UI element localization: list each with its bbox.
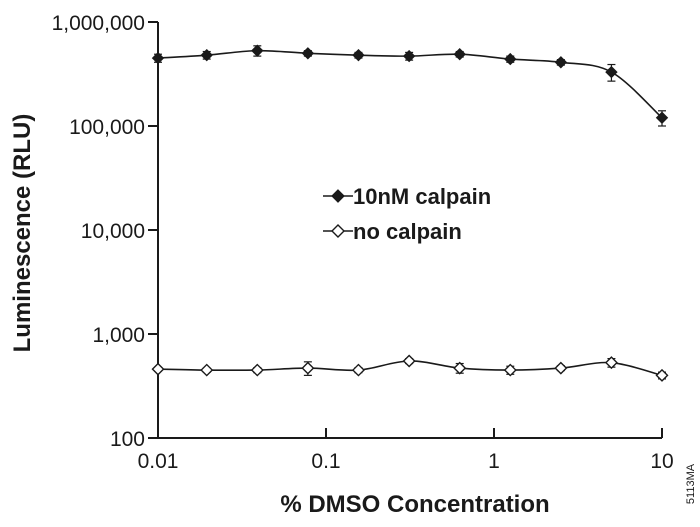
legend: 10nM calpain no calpain [323,184,491,244]
series-0-point-1 [200,48,213,62]
series-0-point-8 [554,56,568,69]
x-tick-label-3: 10 [650,450,673,473]
y-tick-label-3: 100,000 [69,116,145,139]
series-1-point-0 [151,362,165,376]
y-ticks: 100 1,000 10,000 100,000 1,000,000 [52,12,158,451]
series-1-point-9 [604,356,618,370]
series-0-point-10 [655,111,669,124]
series-0-point-5 [402,49,416,63]
legend-item-10nm-calpain: 10nM calpain [323,184,491,209]
series-0-point-9 [605,65,618,79]
series-0-point-3 [301,47,315,60]
series-1 [151,354,669,382]
series-1-point-1 [200,363,214,377]
series-1-point-10 [655,368,669,382]
y-axis-title: Luminescence (RLU) [9,114,36,353]
figure-code: 5113MA [685,463,697,504]
x-ticks: 0.01 0.1 1 10 [138,428,674,473]
x-tick-label-2: 1 [488,450,500,473]
series-1-point-7 [503,363,517,377]
series-1-point-3 [301,361,315,375]
series-layer [151,44,669,382]
series-0-point-4 [352,48,365,62]
series-1-point-8 [554,361,568,375]
x-tick-label-1: 0.1 [311,450,340,473]
series-1-point-5 [402,354,416,368]
legend-label-10nm-calpain: 10nM calpain [353,184,491,209]
series-0-point-0 [151,51,165,65]
series-0-point-2 [251,44,264,57]
series-0 [151,44,669,127]
legend-label-no-calpain: no calpain [353,219,462,244]
y-tick-label-4: 1,000,000 [52,12,145,35]
series-1-point-4 [351,363,365,377]
y-tick-label-2: 10,000 [81,220,145,243]
legend-marker-filled-diamond [331,189,345,203]
x-axis-title: % DMSO Concentration [280,491,549,518]
x-tick-label-0: 0.01 [138,450,179,473]
series-0-point-7 [504,52,517,66]
series-0-point-6 [453,48,466,61]
y-tick-label-1: 1,000 [92,324,145,347]
legend-item-no-calpain: no calpain [323,219,462,244]
y-tick-label-0: 100 [110,428,145,451]
legend-marker-open-diamond [331,224,345,238]
series-1-point-2 [250,363,264,377]
series-1-point-6 [453,361,467,375]
